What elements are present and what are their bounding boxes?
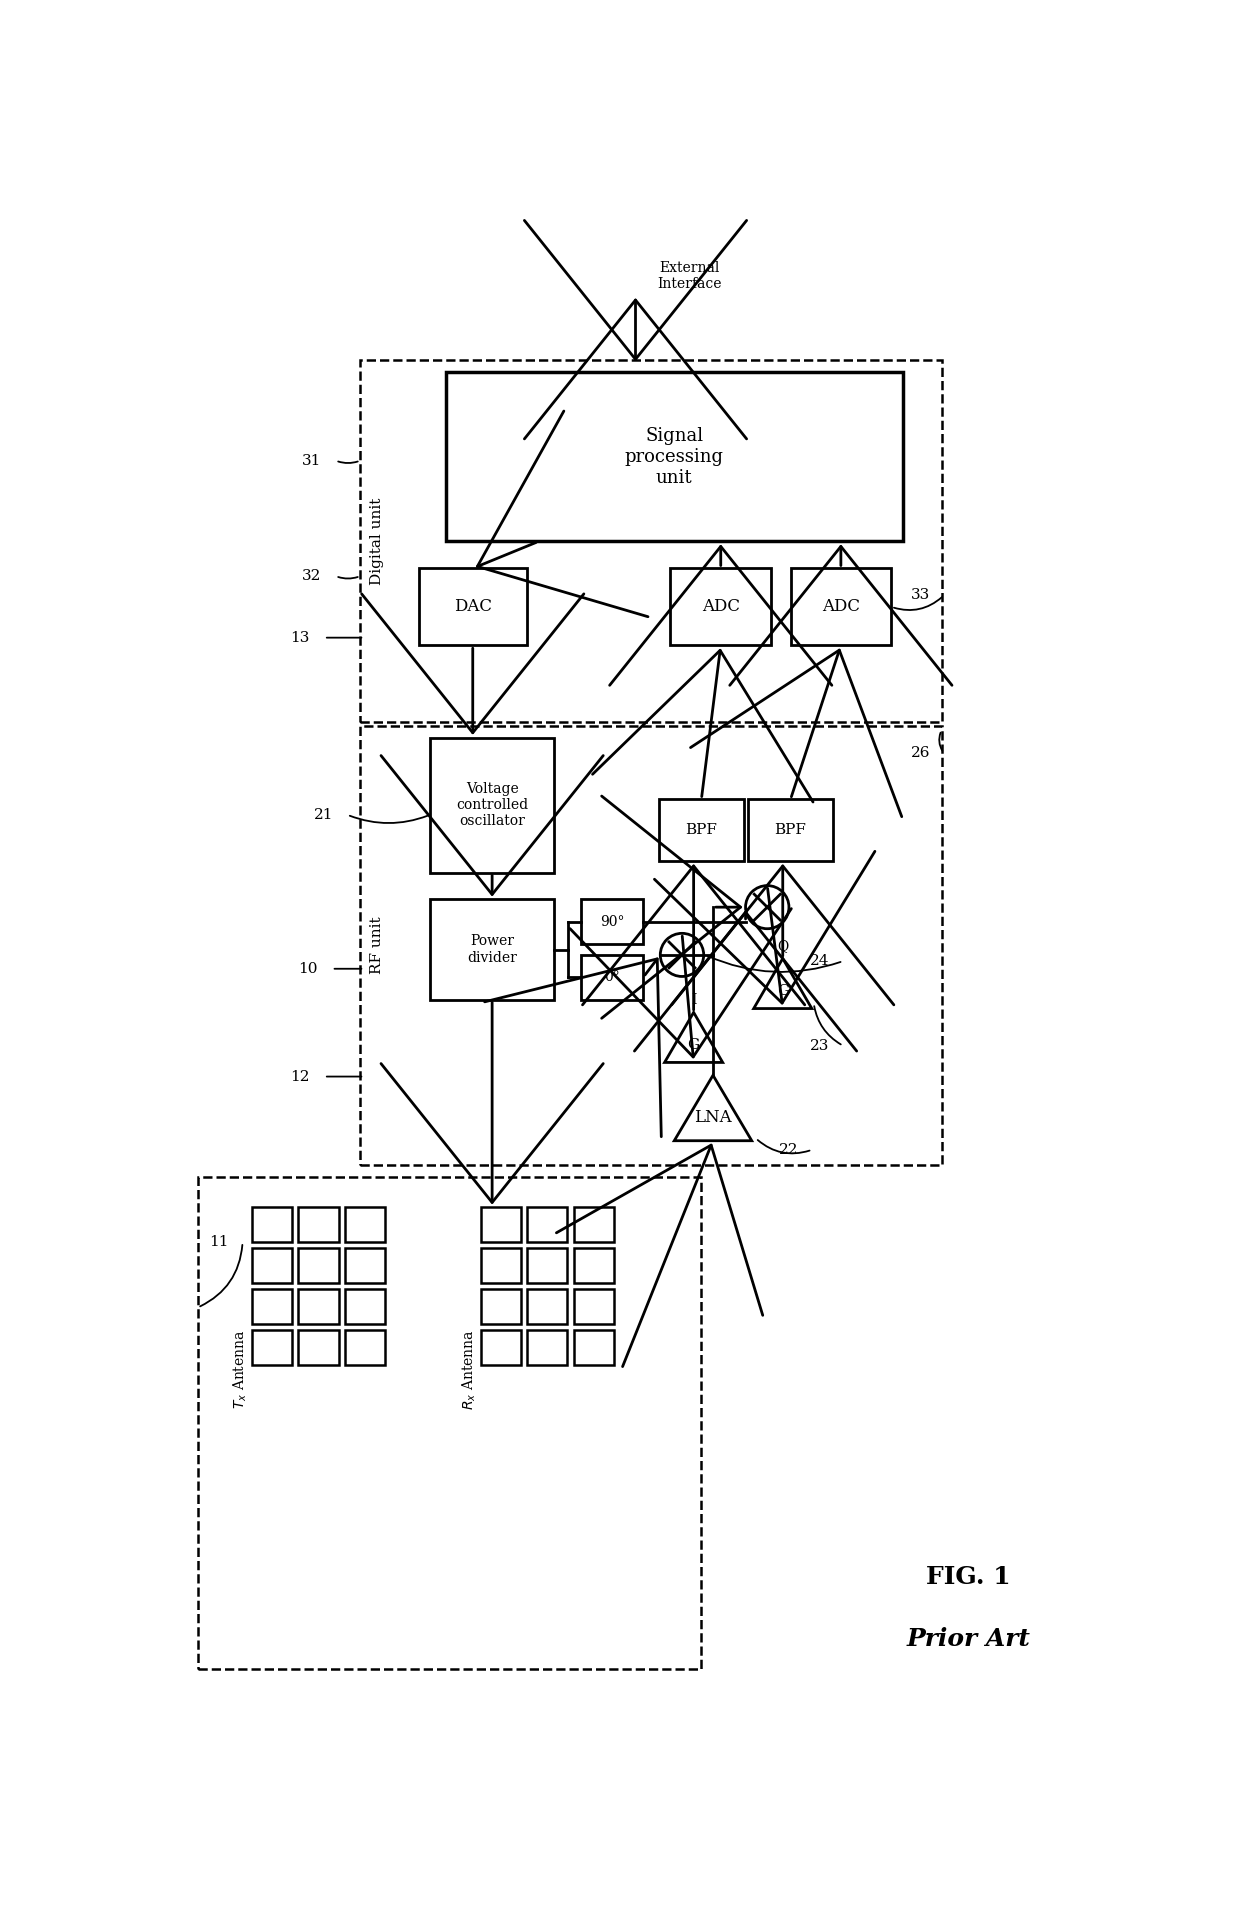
Text: Voltage
controlled
oscillator: Voltage controlled oscillator [456, 782, 528, 828]
Bar [573, 1249, 614, 1284]
Text: 24: 24 [810, 955, 830, 968]
Text: External
Interface: External Interface [657, 260, 722, 291]
Text: G: G [776, 983, 789, 999]
Bar [299, 1207, 339, 1242]
Bar [197, 1176, 702, 1670]
Bar [345, 1207, 386, 1242]
Text: Signal
processing
unit: Signal processing unit [625, 427, 724, 486]
Bar [345, 1289, 386, 1324]
Bar [527, 1289, 567, 1324]
Text: $T_x$ Antenna: $T_x$ Antenna [232, 1330, 249, 1410]
Bar [527, 1249, 567, 1284]
Bar [345, 1249, 386, 1284]
Text: I: I [691, 993, 697, 1006]
Bar [299, 1330, 339, 1364]
Bar [361, 727, 941, 1165]
Bar [582, 955, 644, 1000]
Bar [252, 1330, 293, 1364]
Text: $R_x$ Antenna: $R_x$ Antenna [460, 1330, 477, 1410]
Text: G: G [687, 1039, 699, 1052]
Text: ADC: ADC [822, 599, 859, 616]
Text: 23: 23 [810, 1039, 830, 1052]
Bar [430, 738, 554, 872]
Text: RF unit: RF unit [371, 916, 384, 974]
Text: DAC: DAC [454, 599, 492, 616]
Bar [582, 899, 644, 945]
Bar [430, 899, 554, 1000]
Text: 10: 10 [299, 962, 317, 976]
Text: Digital unit: Digital unit [371, 497, 384, 585]
Text: 11: 11 [210, 1236, 228, 1249]
Bar [299, 1249, 339, 1284]
Bar [791, 568, 892, 645]
Bar [445, 371, 903, 541]
Text: 33: 33 [910, 589, 930, 603]
Text: 32: 32 [303, 568, 321, 583]
Text: LNA: LNA [694, 1110, 732, 1127]
Text: 22: 22 [779, 1142, 799, 1157]
Bar [252, 1249, 293, 1284]
Text: Prior Art: Prior Art [906, 1626, 1030, 1651]
Bar [481, 1330, 521, 1364]
Bar [345, 1330, 386, 1364]
Text: 26: 26 [910, 746, 930, 759]
Circle shape [745, 886, 789, 928]
Bar [573, 1330, 614, 1364]
Bar [361, 360, 941, 723]
Bar [481, 1207, 521, 1242]
Text: 0°: 0° [604, 970, 620, 983]
Polygon shape [754, 958, 812, 1008]
Text: 90°: 90° [600, 914, 625, 930]
Bar [527, 1330, 567, 1364]
Polygon shape [665, 1012, 723, 1062]
Bar [419, 568, 527, 645]
Bar [573, 1289, 614, 1324]
Bar [573, 1207, 614, 1242]
Text: 13: 13 [290, 631, 310, 645]
Bar [252, 1207, 293, 1242]
Text: ADC: ADC [702, 599, 740, 616]
Text: FIG. 1: FIG. 1 [926, 1565, 1011, 1590]
Bar [671, 568, 771, 645]
Bar [481, 1289, 521, 1324]
Text: 12: 12 [290, 1069, 310, 1083]
Text: BPF: BPF [686, 823, 717, 838]
Text: BPF: BPF [775, 823, 806, 838]
Text: Q: Q [777, 939, 789, 953]
Circle shape [660, 934, 704, 976]
Polygon shape [675, 1075, 751, 1140]
Text: 21: 21 [314, 807, 334, 823]
Text: Power
divider: Power divider [467, 934, 517, 964]
Bar [748, 800, 833, 861]
Bar [481, 1249, 521, 1284]
Bar [658, 800, 744, 861]
Bar [299, 1289, 339, 1324]
Bar [527, 1207, 567, 1242]
Text: 31: 31 [303, 453, 321, 467]
Bar [252, 1289, 293, 1324]
